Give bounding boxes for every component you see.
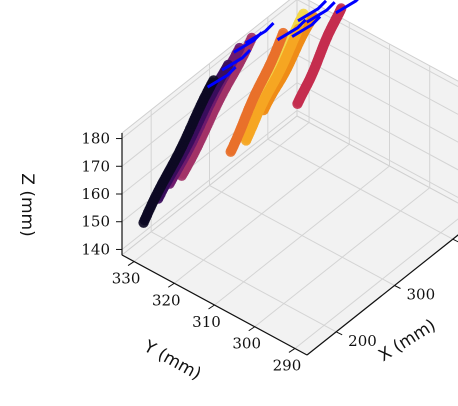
y-axis-label: Y (mm)	[140, 336, 205, 384]
grid-line-z	[296, 110, 458, 199]
z-tick-label: 160	[81, 185, 110, 203]
z-tick-label: 140	[81, 240, 110, 258]
reference-line	[297, 0, 328, 23]
x-tick-mark	[335, 331, 343, 336]
y-tick-label: 290	[273, 356, 302, 374]
y-tick-label: 310	[192, 313, 221, 331]
reference-line	[233, 31, 263, 54]
x-tick-label: 300	[407, 286, 436, 304]
grid-line-z	[296, 82, 458, 171]
grid-line-y	[214, 165, 390, 306]
y-tick-mark	[127, 261, 135, 266]
x-tick-label: 200	[348, 332, 377, 350]
trajectory-series	[138, 66, 237, 228]
y-tick-label: 320	[152, 291, 181, 309]
reference-line	[335, 0, 359, 15]
z-tick-label: 170	[81, 157, 110, 175]
x-tick-mark	[452, 238, 458, 243]
grid-line-y	[254, 187, 431, 328]
y-tick-mark	[288, 348, 296, 353]
reference-line	[291, 15, 322, 38]
trajectory-series	[225, 18, 307, 157]
y-tick-mark	[248, 326, 255, 332]
reference-line	[305, 1, 336, 24]
grid-line-z	[121, 0, 298, 139]
x-tick-mark	[394, 285, 401, 289]
y-tick-mark	[168, 282, 175, 288]
z-axis-label: Z (mm)	[17, 173, 37, 236]
grid-line-y	[294, 218, 458, 349]
reference-line	[221, 48, 252, 72]
z-tick-label: 150	[81, 213, 110, 231]
grid-line-z	[296, 0, 458, 88]
grid-line-y	[173, 143, 350, 284]
z-tick-label: 180	[81, 130, 110, 148]
grid-line-z	[121, 110, 298, 250]
trajectory-series	[240, 15, 322, 146]
reference-line	[244, 22, 275, 45]
x-axis-label: X (mm)	[375, 315, 439, 366]
tick-labels: 200300400330320310300290140150160170180	[81, 130, 436, 375]
y-tick-label: 330	[112, 270, 141, 288]
trajectory-series	[292, 0, 359, 110]
axis-lines	[116, 133, 458, 356]
reference-line	[206, 66, 237, 89]
grid-line-y	[133, 122, 310, 262]
grid-lines	[121, 0, 458, 349]
data-points	[138, 0, 359, 228]
y-tick-mark	[208, 304, 215, 310]
reference-line	[276, 18, 307, 42]
grid-line-z	[296, 54, 458, 143]
y-tick-label: 300	[232, 335, 261, 353]
